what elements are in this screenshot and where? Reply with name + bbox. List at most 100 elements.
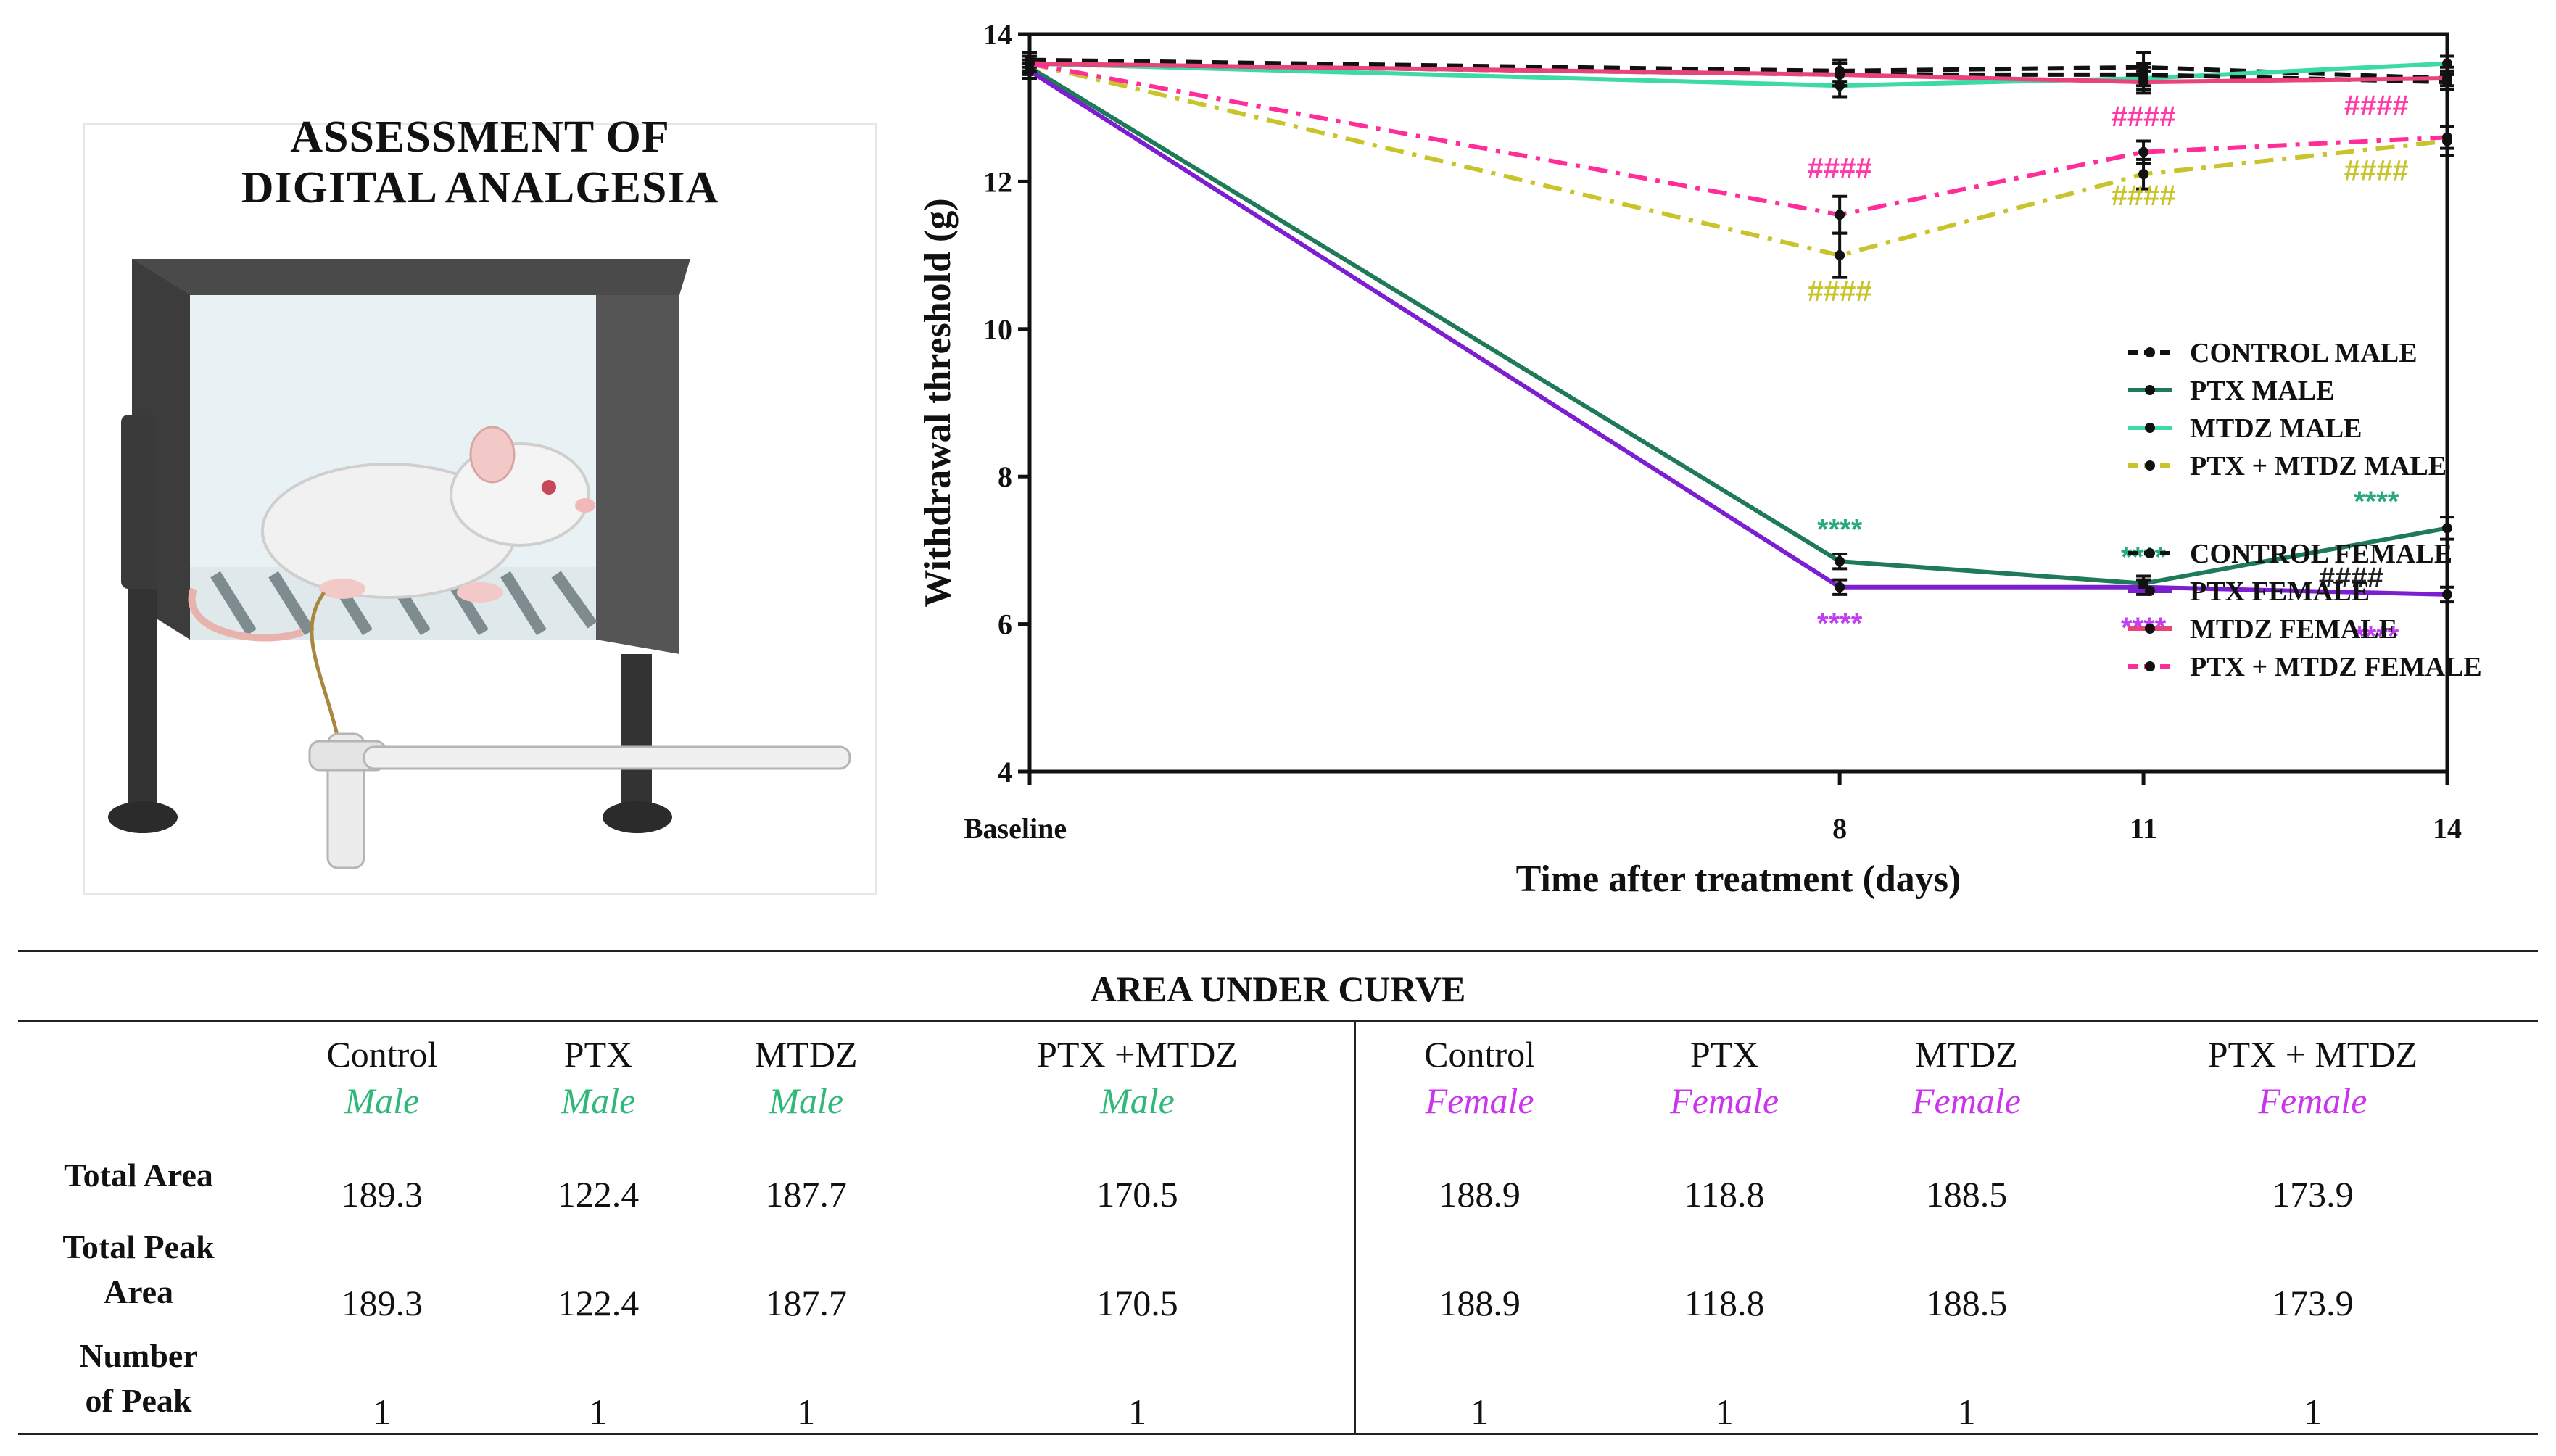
stand-right-foot bbox=[603, 801, 672, 833]
significance-annotation: **** bbox=[2121, 541, 2167, 573]
y-axis-title: Withdrawal threshold (g) bbox=[917, 198, 959, 607]
auc-cell: 187.7 bbox=[765, 1174, 847, 1215]
auc-cell: 188.5 bbox=[1925, 1283, 2008, 1323]
column-sex-label: Female bbox=[1911, 1080, 2021, 1121]
auc-cell: 1 bbox=[691, 1324, 922, 1435]
auc-column-header: PTX + MTDZ Female bbox=[2088, 1022, 2538, 1136]
data-point bbox=[2138, 77, 2149, 88]
x-tick-label: 8 bbox=[1832, 812, 1847, 845]
auc-row-label: Total Peak Area bbox=[62, 1228, 215, 1310]
auc-header-corner bbox=[18, 1022, 259, 1136]
cage-top bbox=[132, 259, 690, 295]
auc-header-row: Control Male PTX Male MTDZ Male PTX +MTDZ Male C… bbox=[18, 1021, 2538, 1136]
data-point bbox=[2442, 589, 2452, 600]
series-ptx-male bbox=[1022, 58, 2454, 592]
auc-cell: 1 bbox=[921, 1324, 1355, 1435]
significance-annotation: #### bbox=[2112, 180, 2176, 212]
series-line bbox=[1029, 61, 2448, 88]
column-sex-label: Male bbox=[769, 1080, 844, 1121]
series-ptx-female bbox=[1022, 62, 2454, 604]
x-tick-label: 11 bbox=[2130, 812, 2157, 845]
auc-column-header: Control Male bbox=[259, 1022, 505, 1136]
stand-left-foot bbox=[108, 801, 178, 833]
series-line bbox=[1029, 61, 2448, 218]
stand-right-post bbox=[621, 654, 652, 814]
auc-column-header: PTX Male bbox=[505, 1022, 692, 1136]
auc-cell: 189.3 bbox=[341, 1174, 423, 1215]
y-tick-label: 12 bbox=[983, 165, 1012, 198]
significance-annotation: #### bbox=[2319, 562, 2383, 594]
auc-cell: 173.9 bbox=[2272, 1283, 2354, 1323]
auc-row: Total Peak Area 189.3 122.4 187.7 170.5 188.9 1… bbox=[18, 1215, 2538, 1324]
auc-cell: 173.9 bbox=[2272, 1174, 2354, 1215]
filament bbox=[310, 591, 341, 742]
significance-annotation: #### bbox=[2344, 154, 2409, 186]
legend-swatch-marker bbox=[2145, 661, 2155, 671]
legend-swatch-marker bbox=[2145, 347, 2155, 357]
auc-cell: 170.5 bbox=[1096, 1174, 1178, 1215]
x-tick-label: 14 bbox=[2433, 812, 2462, 845]
y-tick-label: 4 bbox=[998, 756, 1012, 788]
column-group-label: PTX bbox=[1689, 1034, 1759, 1075]
column-group-label: PTX bbox=[563, 1034, 633, 1075]
withdrawal-threshold-chart: 4 6 8 10 12 14 Baseline 8 11 14 Time after treatme… bbox=[877, 0, 2556, 935]
data-point bbox=[1025, 58, 1035, 69]
auc-cell: 1 bbox=[259, 1324, 505, 1435]
auc-table-section: AREA UNDER CURVE Control Male PTX Male MTDZ M… bbox=[18, 950, 2538, 1443]
data-point bbox=[2138, 146, 2149, 157]
legend-swatch-marker bbox=[2145, 586, 2155, 596]
data-point bbox=[2442, 58, 2452, 69]
y-tick-label: 14 bbox=[983, 18, 1012, 51]
significance-annotation: **** bbox=[1817, 514, 1863, 546]
legend-label: PTX + MTDZ MALE bbox=[2190, 451, 2447, 481]
chart-svg: 4 6 8 10 12 14 Baseline 8 11 14 Time after treatme… bbox=[917, 18, 2482, 900]
column-sex-label: Male bbox=[1100, 1080, 1175, 1121]
auc-column-header: MTDZ Male bbox=[691, 1022, 921, 1136]
legend-swatch-marker bbox=[2145, 423, 2155, 433]
column-sex-label: Female bbox=[1425, 1080, 1534, 1121]
y-tick-label: 10 bbox=[983, 313, 1012, 346]
column-group-label: Control bbox=[1424, 1034, 1535, 1075]
auc-cell: 122.4 bbox=[557, 1283, 640, 1323]
data-point bbox=[2442, 132, 2452, 143]
series-line bbox=[1028, 65, 2448, 586]
legend-label: PTX + MTDZ FEMALE bbox=[2190, 652, 2482, 682]
significance-annotation: #### bbox=[1808, 152, 1872, 184]
auc-cell: 122.4 bbox=[557, 1174, 640, 1215]
legend-swatch-marker bbox=[2145, 460, 2155, 471]
legend-label: CONTROL MALE bbox=[2190, 338, 2418, 368]
legend-label: MTDZ FEMALE bbox=[2190, 614, 2397, 645]
data-point bbox=[1835, 69, 1845, 80]
auc-column-header: PTX Female bbox=[1603, 1022, 1845, 1136]
plot-frame bbox=[1027, 32, 2449, 774]
legend-label: MTDZ MALE bbox=[2190, 413, 2362, 444]
tester-rod bbox=[363, 745, 851, 770]
auc-cell: 1 bbox=[505, 1324, 692, 1435]
data-point bbox=[2138, 169, 2149, 180]
stand-left-top bbox=[121, 415, 157, 589]
auc-row: Number of Peak 1 1 1 1 1 1 1 1 bbox=[18, 1324, 2538, 1435]
significance-annotation: **** bbox=[1817, 608, 1863, 640]
data-point bbox=[1835, 556, 1845, 567]
column-sex-label: Male bbox=[344, 1080, 420, 1121]
column-group-label: MTDZ bbox=[754, 1034, 858, 1075]
auc-row: Total Area 189.3 122.4 187.7 170.5 188.9 118.8… bbox=[18, 1136, 2538, 1215]
data-point bbox=[1835, 210, 1845, 220]
legend-swatch-marker bbox=[2145, 624, 2155, 634]
auc-cell: 1 bbox=[1845, 1324, 2088, 1435]
illustration-title-line1: ASSESSMENT OF bbox=[290, 112, 670, 162]
data-point bbox=[2442, 73, 2452, 84]
rat-figure bbox=[188, 426, 595, 642]
auc-cell: 1 bbox=[1603, 1324, 1846, 1435]
auc-column-header: Control Female bbox=[1353, 1021, 1604, 1136]
auc-cell: 188.5 bbox=[1925, 1174, 2008, 1215]
auc-cell: 170.5 bbox=[1096, 1283, 1178, 1323]
von-frey-apparatus-illustration bbox=[108, 259, 851, 869]
column-sex-label: Male bbox=[561, 1080, 636, 1121]
series-line bbox=[1029, 61, 2448, 258]
cage-right-wall bbox=[596, 295, 679, 654]
column-group-label: Control bbox=[326, 1034, 438, 1075]
significance-annotation: #### bbox=[2112, 101, 2176, 133]
data-point bbox=[1835, 582, 1845, 592]
auc-cell: 189.3 bbox=[341, 1283, 423, 1323]
